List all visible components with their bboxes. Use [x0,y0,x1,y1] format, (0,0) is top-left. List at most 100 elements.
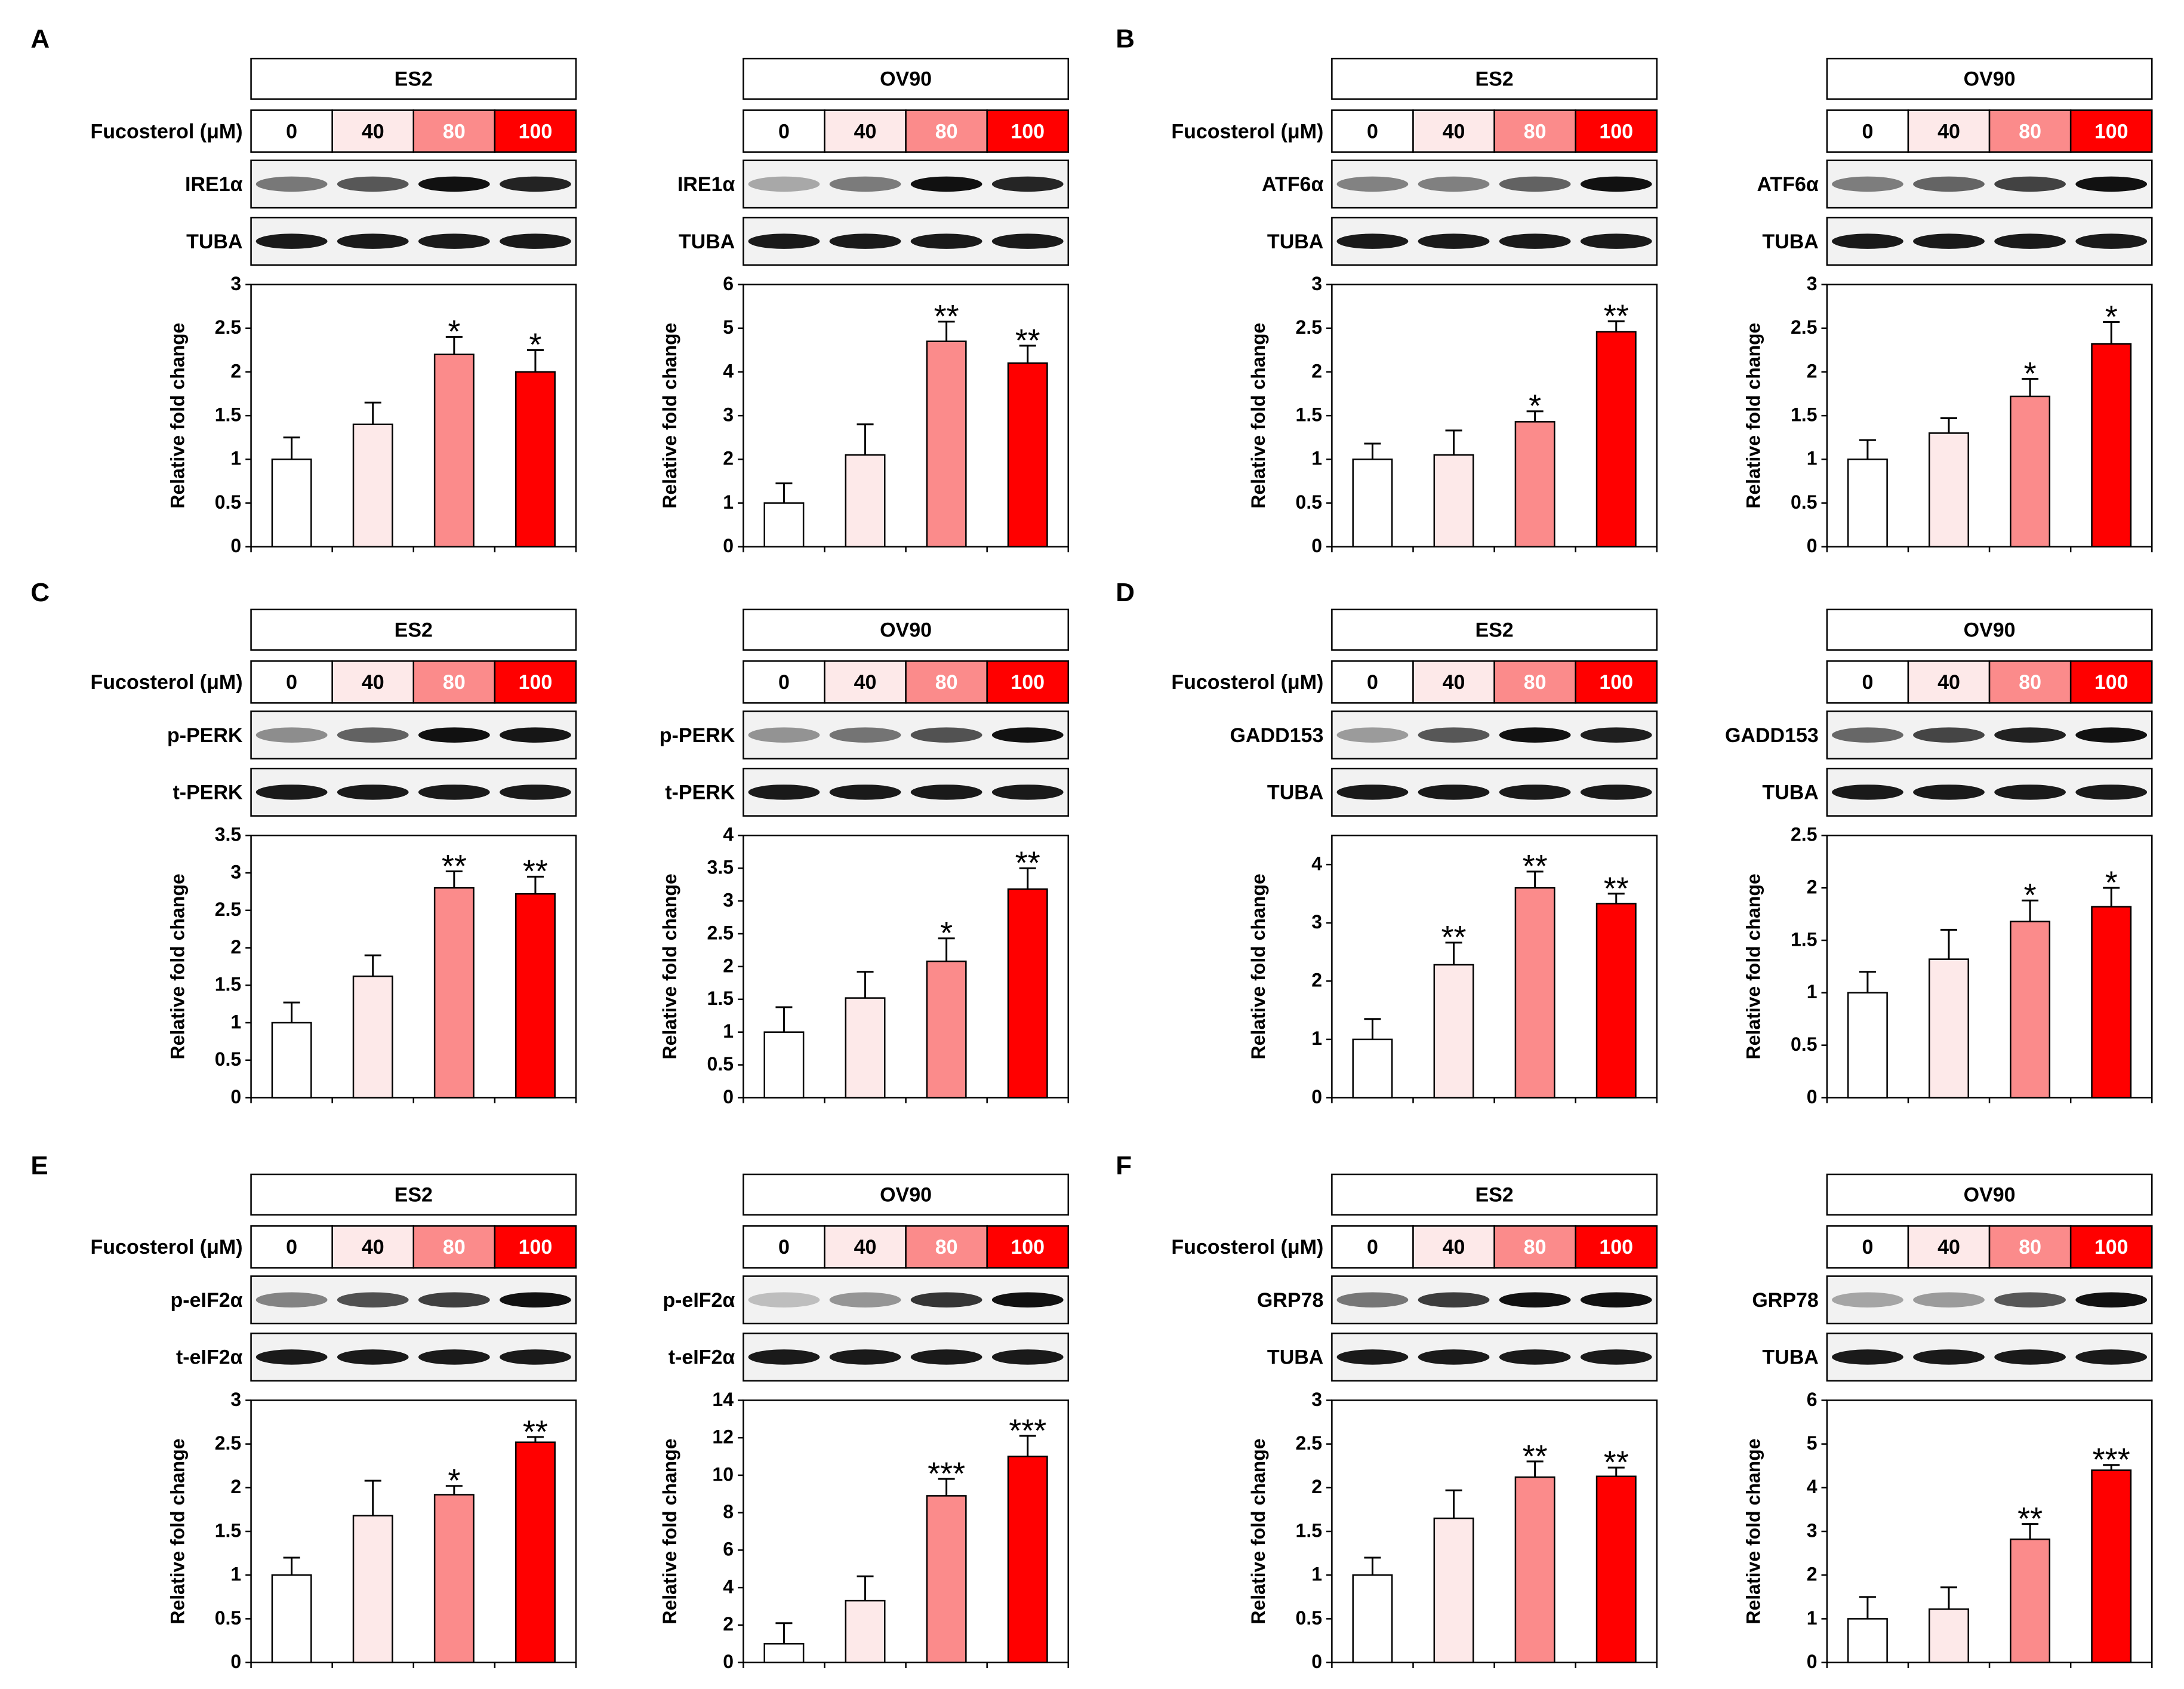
treatment-label: Fucosterol (μM) [91,1236,243,1259]
y-tick-label: 2.5 [1791,316,1817,338]
dose-box-100 [986,1225,1070,1269]
plot-frame [1331,835,1658,1099]
blot-band [991,1292,1064,1307]
y-tick-label: 8 [723,1501,734,1522]
dose-label: 0 [1862,1236,1873,1259]
dose-box-40 [1412,1225,1495,1269]
dose-box-0 [250,109,333,153]
treatment-label: Fucosterol (μM) [91,120,243,143]
y-tick-label: 0.5 [1296,1607,1322,1629]
blot-band [255,784,328,800]
dose-box-0 [250,1225,333,1269]
y-tick-label: 5 [1807,1432,1818,1454]
dose-label: 40 [854,1236,877,1259]
protein-label: TUBA [1267,782,1323,804]
y-axis-label: Relative fold change [167,873,188,1059]
blot-band [829,784,901,800]
plot-frame [250,835,577,1099]
blot-band [829,1349,901,1365]
y-tick-label: 0 [723,1651,734,1672]
dose-box-40 [1412,109,1495,153]
panel-B-es2: ES2 Fucosterol (μM) 0 40 80 100 ATF6α TUBA 0 0.5 1… [1116,24,1658,556]
y-tick-label: 2 [1807,360,1818,382]
dose-label: 40 [1937,120,1960,143]
blot-band [1832,727,1903,743]
treatment-label: Fucosterol (μM) [1171,1236,1323,1259]
panel-B-ov90: OV90 0 40 80 100 ATF6α TUBA 0 0.5 1 1.5 2 2.5 3 Relati… [1743,57,2153,556]
y-tick-label: 1.5 [215,974,241,995]
target-blot [250,1275,577,1325]
dose-label: 80 [935,120,958,143]
panel-letter: C [30,578,50,607]
y-tick-label: 3 [230,1389,241,1410]
dose-label: 40 [1937,1236,1960,1259]
y-axis-label: Relative fold change [1743,323,1764,509]
blot-band [829,176,901,192]
bar [926,1495,967,1663]
dose-label: 80 [1524,120,1547,143]
dose-box-0 [1826,660,1909,704]
dose-box-40 [824,109,907,153]
y-tick-label: 0.5 [707,1053,734,1075]
dose-box-100 [986,109,1070,153]
blot-band [1418,784,1490,800]
y-tick-label: 3 [1807,273,1818,294]
blot-band [2075,784,2148,800]
significance-marker: *** [2093,1442,2130,1478]
blot-band [2075,176,2148,192]
protein-label: TUBA [186,230,242,253]
dose-label: 40 [1937,671,1960,694]
protein-label: IRE1α [677,173,735,196]
bar [271,459,312,547]
dose-label: 0 [286,671,297,694]
protein-label: p-PERK [660,724,735,747]
blot-band [748,784,820,800]
blot-band [748,1349,820,1365]
dose-box-0 [1331,109,1414,153]
dose-box-100 [494,109,577,153]
dose-label: 100 [519,1236,553,1259]
bar [926,340,967,547]
bar [1514,421,1555,547]
blot-band [255,1349,328,1365]
dose-box-40 [1907,1225,1991,1269]
cell-line-header-box [250,57,577,100]
panel-D-es2: ES2 Fucosterol (μM) 0 40 80 100 GADD153 TUBA 0 1 2… [1116,578,1658,1107]
loading-control-blot [1826,1333,2153,1382]
dose-label: 100 [2094,120,2128,143]
blot-band [748,1292,820,1307]
blot-band [991,784,1064,800]
y-tick-label: 2.5 [707,922,734,943]
blot-band [910,727,982,743]
y-tick-label: 3 [1311,273,1322,294]
y-axis-label: Relative fold change [1247,323,1269,509]
protein-label: ATF6α [1757,173,1818,196]
bar [2010,395,2051,547]
significance-marker: * [2105,299,2118,335]
bar [1847,459,1888,547]
y-axis-label: Relative fold change [659,1438,680,1624]
y-axis-label: Relative fold change [1247,1438,1269,1624]
significance-marker: * [448,314,460,350]
target-blot [1331,159,1658,209]
significance-marker: ** [523,1414,548,1450]
blot-band [1580,727,1652,743]
blot-band [748,233,820,249]
dose-box-100 [1575,660,1658,704]
y-tick-label: 12 [712,1426,734,1448]
dose-label: 40 [854,120,877,143]
bar [433,887,475,1099]
dose-box-0 [250,660,333,704]
panel-letter: B [1116,24,1135,53]
significance-marker: ** [1441,919,1467,955]
blot-band [500,727,571,743]
y-tick-label: 2 [230,936,241,958]
protein-label: TUBA [679,230,735,253]
y-tick-label: 0.5 [1791,491,1817,513]
blot-band [1336,1349,1409,1365]
bar [1007,362,1048,547]
y-tick-label: 2 [723,1613,734,1635]
dose-label: 80 [2019,671,2041,694]
blot-band [1994,233,2066,249]
cell-line-label: ES2 [395,68,433,91]
